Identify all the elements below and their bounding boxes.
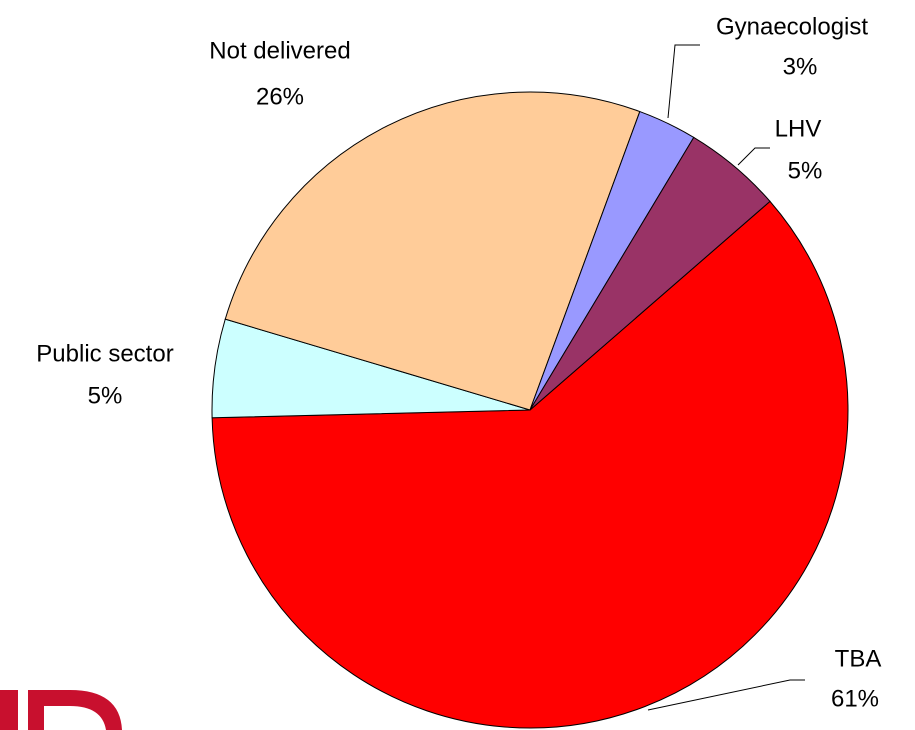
leader-line xyxy=(647,679,805,711)
slice-value-label: 61% xyxy=(831,685,879,712)
slice-label: Public sector xyxy=(36,340,173,367)
slice-value-label: 3% xyxy=(783,53,818,80)
slice-label: Gynaecologist xyxy=(716,13,868,40)
slice-label: TBA xyxy=(835,645,882,672)
pie-slice xyxy=(224,91,641,411)
slice-label: Not delivered xyxy=(209,37,350,64)
logo-fragment xyxy=(0,690,122,730)
pie-slice xyxy=(211,200,849,729)
slice-value-label: 26% xyxy=(256,83,304,110)
leader-line xyxy=(737,147,770,166)
slice-label: LHV xyxy=(775,115,822,142)
leader-line xyxy=(667,44,700,119)
pie-slice xyxy=(529,136,771,411)
slice-value-label: 5% xyxy=(788,157,823,184)
slice-value-label: 5% xyxy=(88,382,123,409)
